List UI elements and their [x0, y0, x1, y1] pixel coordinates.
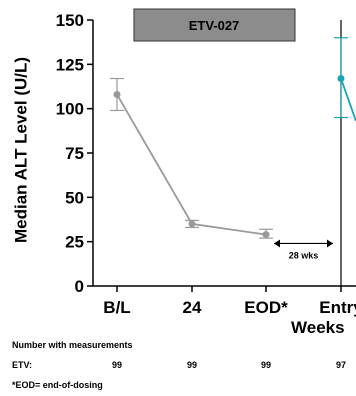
measurement-count: 99	[261, 360, 271, 370]
plot-area: 0 25 50 75 100 125 150 B/L 24 EOD* Entry 28 wks	[56, 11, 356, 317]
y-tick-label: 25	[65, 233, 84, 252]
measurement-counts: 99 99 99 97	[112, 360, 346, 370]
measurement-count: 97	[336, 360, 346, 370]
annotation-arrowhead-left	[274, 239, 280, 248]
title-box-bg	[133, 8, 296, 42]
data-point	[262, 231, 270, 239]
measurement-count: 99	[187, 360, 197, 370]
series-line	[116, 94, 267, 236]
footnote: *EOD= end-of-dosing	[12, 380, 103, 390]
y-tick-label: 150	[56, 11, 84, 30]
measurement-count: 99	[112, 360, 122, 370]
measurements-heading: Number with measurements	[12, 340, 133, 350]
annotation-label: 28 wks	[289, 250, 319, 260]
data-point	[113, 90, 121, 98]
x-tick-label: B/L	[103, 298, 130, 317]
measurements-row-label: ETV:	[12, 360, 32, 370]
series-line-continuation	[340, 78, 356, 122]
x-tick-label: 24	[183, 298, 202, 317]
x-tick-label: EOD*	[244, 298, 288, 317]
y-tick-label: 100	[56, 100, 84, 119]
data-point	[188, 220, 196, 228]
y-tick-label: 0	[75, 277, 84, 296]
title-box: ETV-027	[133, 8, 296, 42]
annotation-arrowhead-right	[327, 239, 333, 248]
y-axis-title: Median ALT Level (U/L)	[11, 57, 30, 243]
x-axis-title: Weeks	[291, 318, 345, 337]
y-tick-label: 125	[56, 55, 84, 74]
chart-title: ETV-027	[189, 18, 240, 33]
y-tick-label: 50	[65, 188, 84, 207]
y-tick-label: 75	[65, 144, 84, 163]
x-tick-label: Entry	[319, 298, 356, 317]
